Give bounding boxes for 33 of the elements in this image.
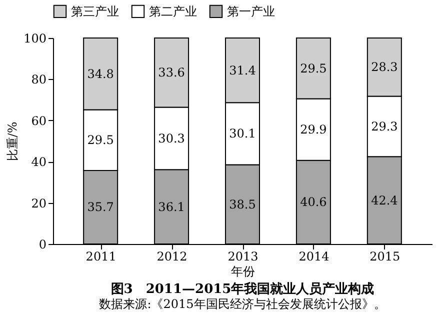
y-axis-title: 比重/% (6, 122, 20, 162)
source-note: 数据来源:《2015年国民经济与社会发展统计公报》。 (99, 297, 386, 311)
y-tick-label: 40 (31, 155, 46, 170)
y-tick-label: 100 (24, 32, 46, 46)
y-tick-label: 80 (31, 72, 46, 87)
legend-label: 第一产业 (227, 4, 275, 18)
y-tick-label: 0 (38, 238, 46, 252)
x-axis-title: 年份 (231, 264, 255, 278)
y-tick-label: 60 (31, 114, 46, 128)
data-label: 30.3 (158, 131, 185, 146)
data-label: 29.5 (300, 61, 327, 76)
data-label: 34.8 (87, 66, 114, 81)
data-label: 33.6 (158, 66, 185, 80)
y-tick-label: 20 (31, 196, 46, 210)
legend-label: 第三产业 (71, 4, 119, 18)
data-label: 31.4 (229, 63, 256, 78)
data-label: 36.1 (158, 200, 185, 214)
data-label: 28.3 (371, 60, 398, 74)
x-tick-label: 2013 (228, 250, 258, 264)
data-label: 29.5 (87, 133, 114, 148)
text: 图3 2011—2015年我国就业人员产业构成 (110, 281, 374, 297)
x-tick-label: 2012 (156, 250, 188, 264)
data-label: 29.9 (300, 122, 327, 137)
data-label: 40.6 (300, 195, 327, 210)
x-tick-label: 2011 (86, 250, 116, 264)
data-label: 35.7 (87, 200, 114, 214)
data-label: 42.4 (371, 193, 398, 208)
x-tick-label: 2014 (298, 250, 330, 264)
data-label: 30.1 (229, 126, 256, 141)
legend-label: 第二产业 (149, 4, 197, 18)
x-tick-label: 2015 (370, 250, 400, 264)
data-label: 38.5 (229, 197, 256, 212)
data-label: 29.3 (371, 119, 398, 134)
